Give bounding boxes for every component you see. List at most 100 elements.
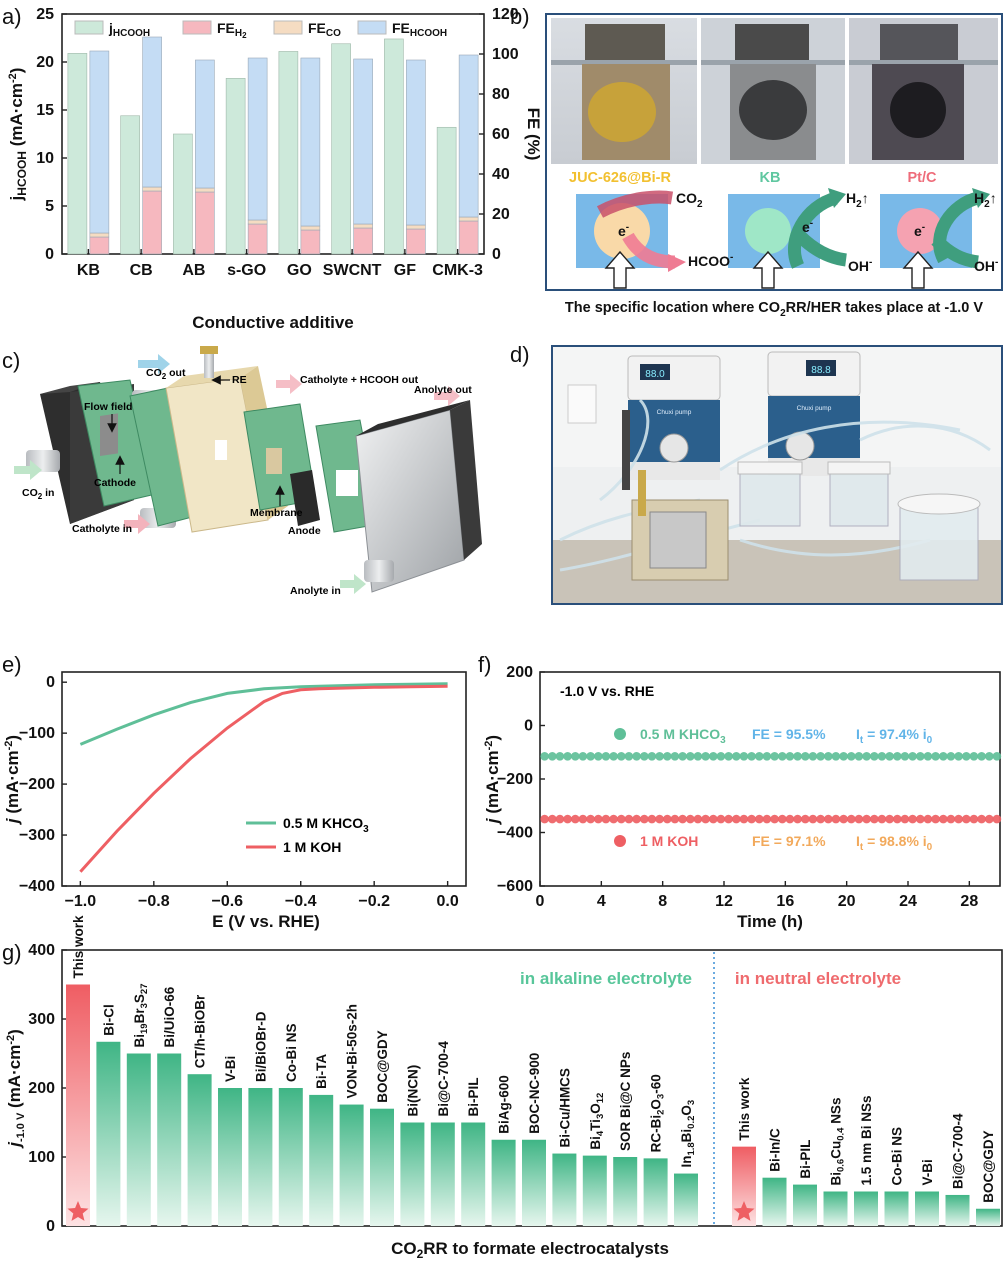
point-khco3 xyxy=(555,752,565,761)
point-koh xyxy=(854,814,864,824)
point-khco3 xyxy=(900,752,910,761)
point-khco3 xyxy=(601,752,611,761)
bar-label: Co-Bi NS xyxy=(284,1024,299,1083)
bar-jhcooh xyxy=(225,78,246,255)
point-koh xyxy=(839,814,848,824)
panel-e-legend: 0.5 M KHCO3 1 M KOH xyxy=(246,815,369,855)
point-koh xyxy=(548,814,557,824)
bar-alkaline xyxy=(491,1139,516,1226)
electron-label-ptc: e- xyxy=(914,222,925,239)
panel-a-yticklabel-left: 10 xyxy=(36,150,54,167)
panel-g-yticklabel: 200 xyxy=(28,1080,55,1097)
bar-fe-h2 xyxy=(300,229,321,255)
bar-fe-hcooh xyxy=(458,54,479,218)
label-oh-ptc: OH- xyxy=(974,257,998,274)
bar-fe-hcooh xyxy=(89,50,110,234)
scheme-kb: e- xyxy=(728,188,848,269)
panel-a-xticklabel: GO xyxy=(287,262,312,279)
bar-neutral xyxy=(884,1191,909,1226)
point-koh xyxy=(785,814,795,824)
bar-neutral xyxy=(823,1191,848,1226)
panel-g-xlabel: CO2RR to formate electrocatalysts xyxy=(391,1239,669,1261)
bar-alkaline xyxy=(430,1122,455,1226)
point-koh xyxy=(563,814,572,824)
point-koh xyxy=(739,814,749,824)
panel-a-yticklabel-right: 100 xyxy=(492,46,519,63)
point-koh xyxy=(609,814,618,824)
point-khco3 xyxy=(578,752,588,761)
panel-letter-f: f) xyxy=(478,652,491,677)
legend-dot-khco3 xyxy=(614,728,626,740)
panel-a-ylabel-right: FE (%) xyxy=(524,108,543,161)
point-khco3 xyxy=(831,752,841,761)
panel-a-yticklabel-left: 5 xyxy=(45,198,54,215)
panel-f-xticklabel: 20 xyxy=(838,893,856,910)
point-koh xyxy=(709,814,718,824)
bar-label: BOC-NC-900 xyxy=(527,1053,542,1134)
label-hcoo: HCOO- xyxy=(688,252,733,269)
bar-fe-co xyxy=(142,186,162,192)
point-khco3 xyxy=(939,752,948,761)
panel-b-illustration: JUC-626@Bi-R KB Pt/C e- e- e- xyxy=(545,13,1003,319)
panel-letter-d: d) xyxy=(510,342,530,367)
point-khco3 xyxy=(739,752,749,761)
point-khco3 xyxy=(801,752,810,761)
photo-juc626 xyxy=(551,18,697,164)
point-koh xyxy=(992,814,1002,824)
bar-label: Bi-PIL xyxy=(466,1078,481,1117)
legend-label-f-khco3: 0.5 M KHCO3 xyxy=(640,726,726,746)
line-khco3 xyxy=(79,682,448,746)
legend-label-f-koh: 1 M KOH xyxy=(640,833,698,849)
point-koh xyxy=(678,814,687,824)
panel-letter-b: b) xyxy=(510,4,530,29)
point-khco3 xyxy=(563,752,572,761)
label-h2-kb: H2↑ xyxy=(846,190,869,210)
point-koh xyxy=(808,814,818,824)
point-koh xyxy=(954,814,963,824)
label-kb: KB xyxy=(760,170,781,186)
point-koh xyxy=(686,814,695,824)
panel-f-xlabel: Time (h) xyxy=(737,912,803,931)
panel-e-ylabel: j (mA·cm-2) xyxy=(3,735,22,825)
group-label-neutral: in neutral electrolyte xyxy=(735,969,901,988)
point-koh xyxy=(762,814,772,824)
point-khco3 xyxy=(824,752,833,761)
point-khco3 xyxy=(923,752,933,761)
panel-f-yticklabel: −400 xyxy=(497,825,533,842)
label-oh-kb: OH- xyxy=(848,257,872,274)
point-khco3 xyxy=(670,752,680,761)
panel-e-xticklabel: −0.4 xyxy=(285,893,317,910)
bar-alkaline xyxy=(522,1139,546,1226)
point-khco3 xyxy=(962,752,971,761)
legend-label-jhcooh: jHCOOH xyxy=(108,20,150,39)
panel-f-xticklabel: 8 xyxy=(658,893,667,910)
bar-fe-h2 xyxy=(142,190,162,255)
point-koh xyxy=(985,814,994,824)
star-icon xyxy=(67,1201,89,1221)
bar-alkaline xyxy=(96,1041,121,1226)
point-khco3 xyxy=(594,752,603,761)
bar-fe-co xyxy=(406,224,426,230)
point-koh xyxy=(578,814,588,824)
bar-jhcooh xyxy=(331,43,351,255)
bar-jhcooh xyxy=(173,133,193,255)
bar-label: BiAg-600 xyxy=(497,1075,512,1134)
point-khco3 xyxy=(647,752,657,761)
panel-a-xlabel: Conductive additive xyxy=(192,313,354,332)
point-khco3 xyxy=(946,752,956,761)
point-koh xyxy=(655,814,664,824)
bar-alkaline xyxy=(400,1122,425,1226)
point-khco3 xyxy=(870,752,879,761)
point-khco3 xyxy=(701,752,710,761)
point-koh xyxy=(747,814,756,824)
point-khco3 xyxy=(778,752,787,761)
point-koh xyxy=(601,814,611,824)
point-khco3 xyxy=(724,752,733,761)
point-koh xyxy=(793,814,802,824)
point-khco3 xyxy=(617,752,626,761)
panel-letter-a: a) xyxy=(2,4,22,29)
point-khco3 xyxy=(624,752,634,761)
photo-kb xyxy=(701,18,845,164)
point-khco3 xyxy=(839,752,848,761)
point-khco3 xyxy=(992,752,1002,761)
